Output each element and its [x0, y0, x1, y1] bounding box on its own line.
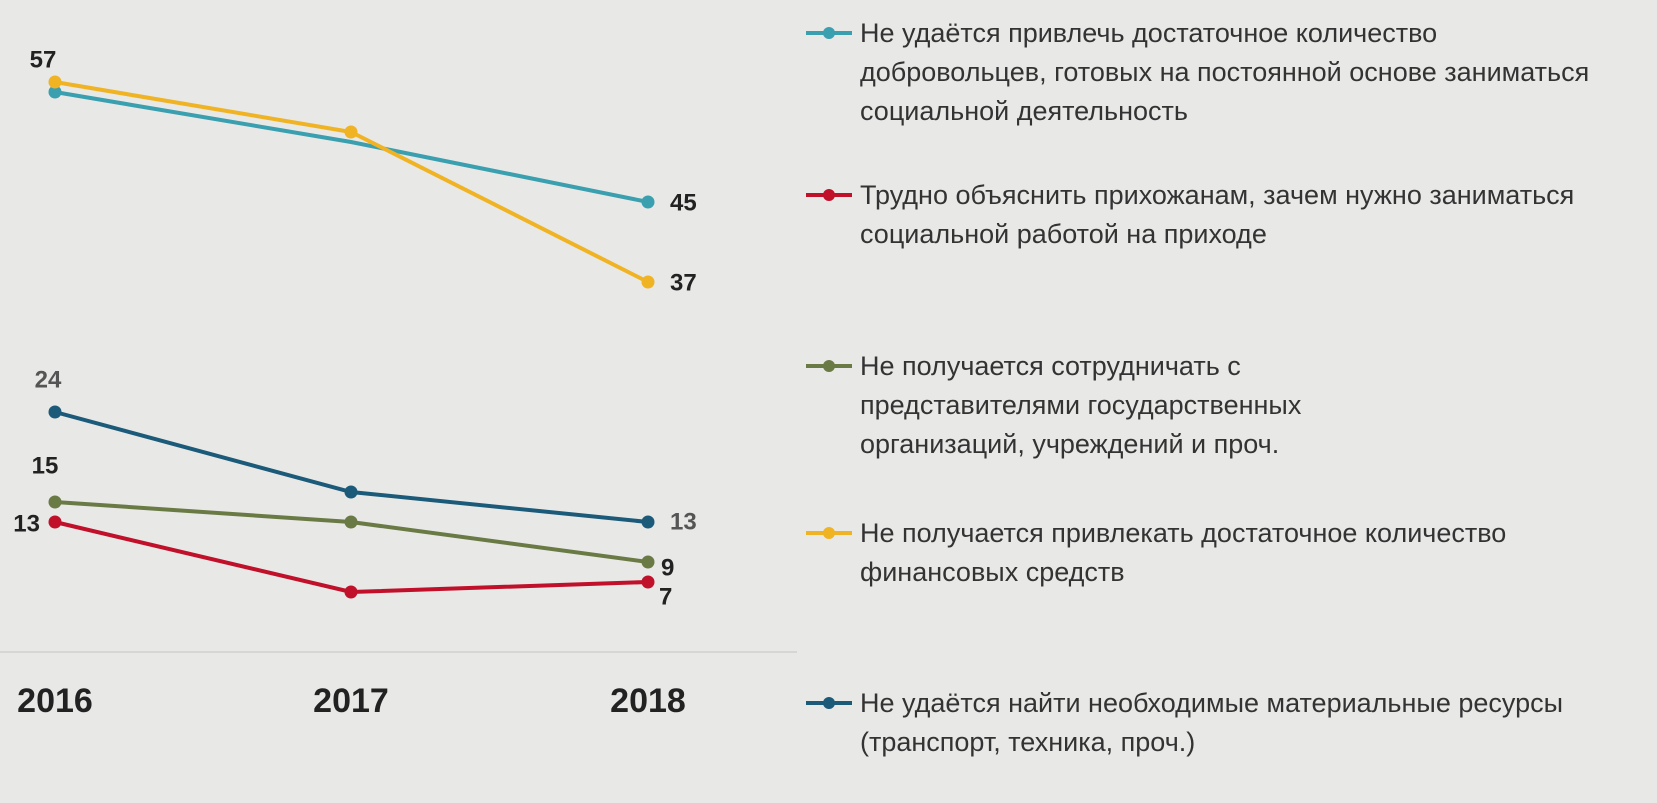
x-tick-label: 2017 [313, 682, 389, 720]
legend-entry: Не получается сотрудничать с представите… [860, 351, 1302, 459]
data-label: 57 [30, 46, 57, 73]
data-label: 13 [13, 510, 40, 537]
data-label: 24 [35, 366, 62, 393]
x-tick-label: 2018 [610, 682, 686, 720]
data-point [344, 125, 358, 139]
legend-entry: Не удаётся привлечь достаточное количест… [860, 18, 1590, 126]
legend-swatch-dot [823, 527, 835, 539]
data-point [48, 75, 62, 89]
legend-swatch-dot [823, 697, 835, 709]
data-point [344, 585, 358, 599]
data-label: 45 [670, 189, 697, 216]
data-point [641, 195, 655, 209]
series-line [54, 90, 649, 204]
data-point [641, 575, 655, 589]
legend-swatch-dot [823, 360, 835, 372]
data-point [48, 405, 62, 419]
data-point [641, 555, 655, 569]
data-point [641, 515, 655, 529]
data-point [48, 85, 62, 99]
x-tick-label: 2016 [17, 682, 93, 720]
legend-swatch-dot [823, 189, 835, 201]
series-line [54, 410, 649, 524]
data-label: 9 [661, 554, 674, 581]
data-label: 13 [670, 508, 697, 535]
series-line [54, 500, 649, 564]
data-point [48, 515, 62, 529]
legend-swatch-dot [823, 27, 835, 39]
data-point [344, 485, 358, 499]
legend-entry: Не получается привлекать достаточное кол… [860, 518, 1507, 587]
data-point [641, 275, 655, 289]
data-point [344, 515, 358, 529]
series-line [54, 520, 649, 595]
legend-entry: Не удаётся найти необходимые материальны… [860, 688, 1563, 757]
data-point [48, 495, 62, 509]
data-label: 15 [32, 452, 59, 479]
legend-entry: Трудно объяснить прихожанам, зачем нужно… [860, 180, 1575, 249]
data-label: 7 [659, 583, 672, 610]
data-label: 37 [670, 269, 697, 296]
